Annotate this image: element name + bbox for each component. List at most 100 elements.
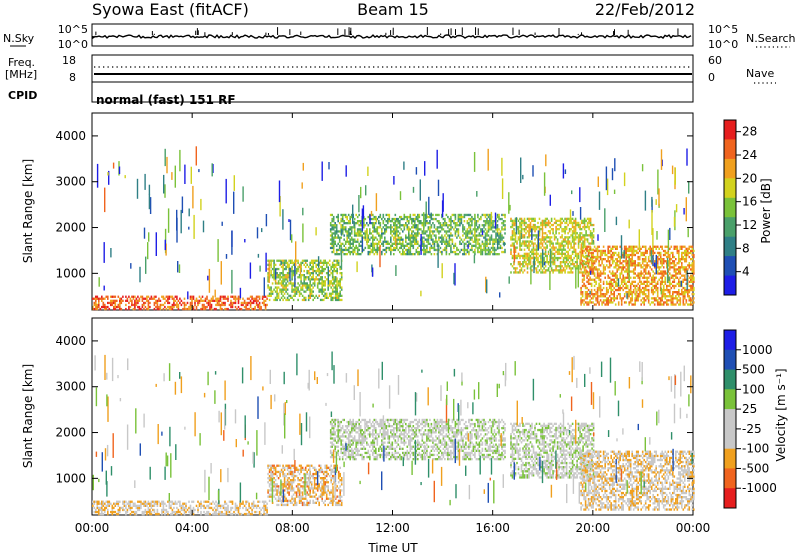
heatmap-cell — [519, 271, 521, 274]
heatmap-cell — [688, 280, 691, 283]
heatmap-cell — [486, 232, 488, 235]
heatmap-streak — [340, 247, 343, 270]
heatmap-cell — [370, 217, 373, 221]
heatmap-cell — [568, 240, 571, 243]
heatmap-cell — [681, 251, 683, 255]
heatmap-cell — [596, 253, 599, 257]
heatmap-cell — [571, 225, 574, 229]
heatmap-cell — [267, 276, 269, 279]
heatmap-cell — [303, 280, 305, 283]
heatmap-streak — [233, 175, 235, 191]
heatmap-cell — [611, 274, 614, 277]
heatmap-cell — [283, 284, 286, 287]
heatmap-cell — [586, 301, 588, 304]
heatmap-cell — [474, 213, 476, 217]
heatmap-cell — [137, 504, 139, 507]
heatmap-cell — [613, 266, 615, 269]
heatmap-cell — [513, 219, 515, 222]
heatmap-cell — [147, 295, 150, 298]
heatmap-cell — [137, 500, 139, 503]
heatmap-cell — [152, 500, 154, 503]
heatmap-cell — [459, 220, 461, 223]
heatmap-cell — [593, 249, 596, 253]
heatmap-cell — [382, 222, 385, 225]
heatmap-cell — [640, 266, 642, 269]
heatmap-cell — [165, 299, 168, 302]
heatmap-cell — [581, 272, 584, 275]
heatmap-cell — [448, 242, 451, 245]
heatmap-cell — [415, 226, 418, 229]
heatmap-cell — [634, 253, 636, 257]
heatmap-cell — [279, 298, 281, 302]
heatmap-cell — [690, 303, 692, 306]
heatmap-cell — [344, 230, 347, 233]
heatmap-cell — [108, 301, 111, 305]
heatmap-cell — [298, 284, 301, 287]
heatmap-cell — [291, 286, 293, 289]
heatmap-cell — [583, 255, 585, 259]
heatmap-cell — [341, 213, 344, 217]
heatmap-cell — [474, 238, 476, 241]
heatmap-cell — [502, 213, 505, 217]
freq-tick-right-bottom: 0 — [708, 71, 715, 84]
heatmap-cell — [140, 307, 142, 311]
heatmap-cell — [644, 293, 647, 296]
heatmap-cell — [168, 295, 171, 298]
heatmap-cell — [629, 258, 632, 261]
heatmap-cell — [183, 297, 186, 300]
heatmap-cell — [678, 262, 680, 265]
heatmap-cell — [356, 238, 359, 241]
heatmap-streak — [327, 266, 329, 285]
heatmap-cell — [571, 217, 574, 220]
heatmap-cell — [584, 295, 587, 298]
heatmap-cell — [589, 258, 592, 262]
heatmap-cell — [617, 253, 620, 257]
heatmap-cell — [420, 220, 422, 223]
heatmap-cell — [622, 268, 624, 271]
heatmap-cell — [540, 228, 542, 231]
heatmap-cell — [610, 253, 612, 257]
heatmap-cell — [608, 301, 611, 304]
heatmap-cell — [471, 238, 473, 241]
heatmap-cell — [412, 224, 415, 227]
heatmap-cell — [640, 291, 642, 294]
heatmap-cell — [691, 288, 694, 292]
heatmap-cell — [678, 255, 680, 259]
heatmap-streak — [428, 196, 430, 215]
heatmap-cell — [610, 264, 612, 267]
heatmap-cell — [552, 252, 554, 255]
heatmap-cell — [589, 219, 592, 222]
heatmap-cell — [294, 292, 296, 295]
heatmap-cell — [141, 299, 144, 302]
heatmap-cell — [352, 238, 354, 241]
heatmap-cell — [676, 276, 679, 279]
heatmap-cell — [313, 282, 316, 285]
heatmap-cell — [510, 248, 512, 251]
heatmap-cell — [570, 242, 572, 245]
heatmap-cell — [339, 267, 341, 271]
heatmap-cell — [670, 303, 673, 306]
heatmap-cell — [634, 264, 636, 267]
heatmap-cell — [427, 250, 430, 254]
y-tick-label: 1000 — [55, 266, 86, 280]
heatmap-cell — [454, 232, 457, 235]
heatmap-cell — [607, 299, 609, 302]
heatmap-cell — [656, 291, 659, 294]
heatmap-cell — [632, 251, 635, 255]
heatmap-cell — [179, 297, 181, 300]
heatmap-cell — [595, 299, 597, 302]
heatmap-cell — [531, 240, 533, 243]
heatmap-cell — [427, 226, 430, 229]
y-tick-label: 3000 — [55, 175, 86, 189]
heatmap-cell — [273, 288, 275, 291]
heatmap-cell — [501, 226, 503, 229]
noise-left-label: N.Sky — [3, 32, 35, 45]
heatmap-streak — [685, 197, 687, 222]
power-colorbar-label: Power [dB] — [759, 178, 773, 243]
heatmap-cell — [276, 288, 278, 291]
heatmap-cell — [373, 242, 376, 245]
heatmap-cell — [611, 270, 614, 273]
heatmap-cell — [498, 234, 500, 237]
heatmap-cell — [312, 259, 314, 262]
heatmap-cell — [559, 246, 562, 249]
